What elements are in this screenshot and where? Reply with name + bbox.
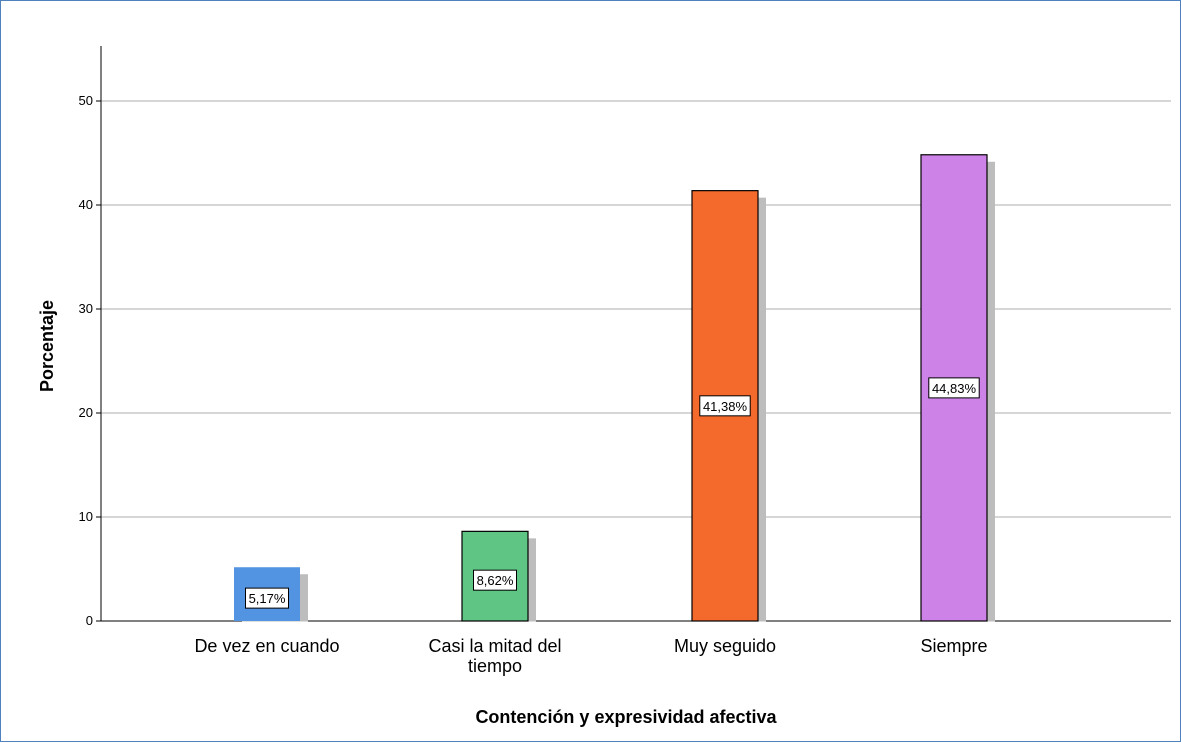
bars: 5,17% 8,62% 41,38% 44,83% bbox=[234, 154, 995, 622]
x-tick-label: Casi la mitad del tiempo bbox=[428, 636, 561, 676]
data-label-box bbox=[699, 395, 751, 417]
data-label: 44,83% bbox=[932, 381, 977, 396]
x-axis-categories: De vez en cuando Casi la mitad del tiempo M… bbox=[194, 636, 987, 676]
x-axis-title: Contención y expresividad afectiva bbox=[475, 707, 777, 727]
y-tick-label: 30 bbox=[79, 301, 93, 316]
data-label-box bbox=[245, 587, 289, 609]
y-axis-ticks: 0 10 20 30 40 50 bbox=[79, 93, 101, 628]
data-label-box bbox=[928, 377, 980, 399]
data-label: 5,17% bbox=[249, 591, 286, 606]
gridlines bbox=[101, 100, 1171, 518]
y-tick-label: 50 bbox=[79, 93, 93, 108]
y-tick-label: 20 bbox=[79, 405, 93, 420]
data-label: 41,38% bbox=[703, 399, 748, 414]
data-label-box bbox=[473, 569, 517, 591]
x-tick-label: Muy seguido bbox=[674, 636, 776, 656]
x-tick-label: De vez en cuando bbox=[194, 636, 339, 656]
x-tick-label: Siempre bbox=[920, 636, 987, 656]
y-tick-label: 40 bbox=[79, 197, 93, 212]
y-axis-title: Porcentaje bbox=[37, 300, 57, 392]
y-tick-label: 0 bbox=[86, 613, 93, 628]
y-tick-label: 10 bbox=[79, 509, 93, 524]
data-label: 8,62% bbox=[477, 573, 514, 588]
